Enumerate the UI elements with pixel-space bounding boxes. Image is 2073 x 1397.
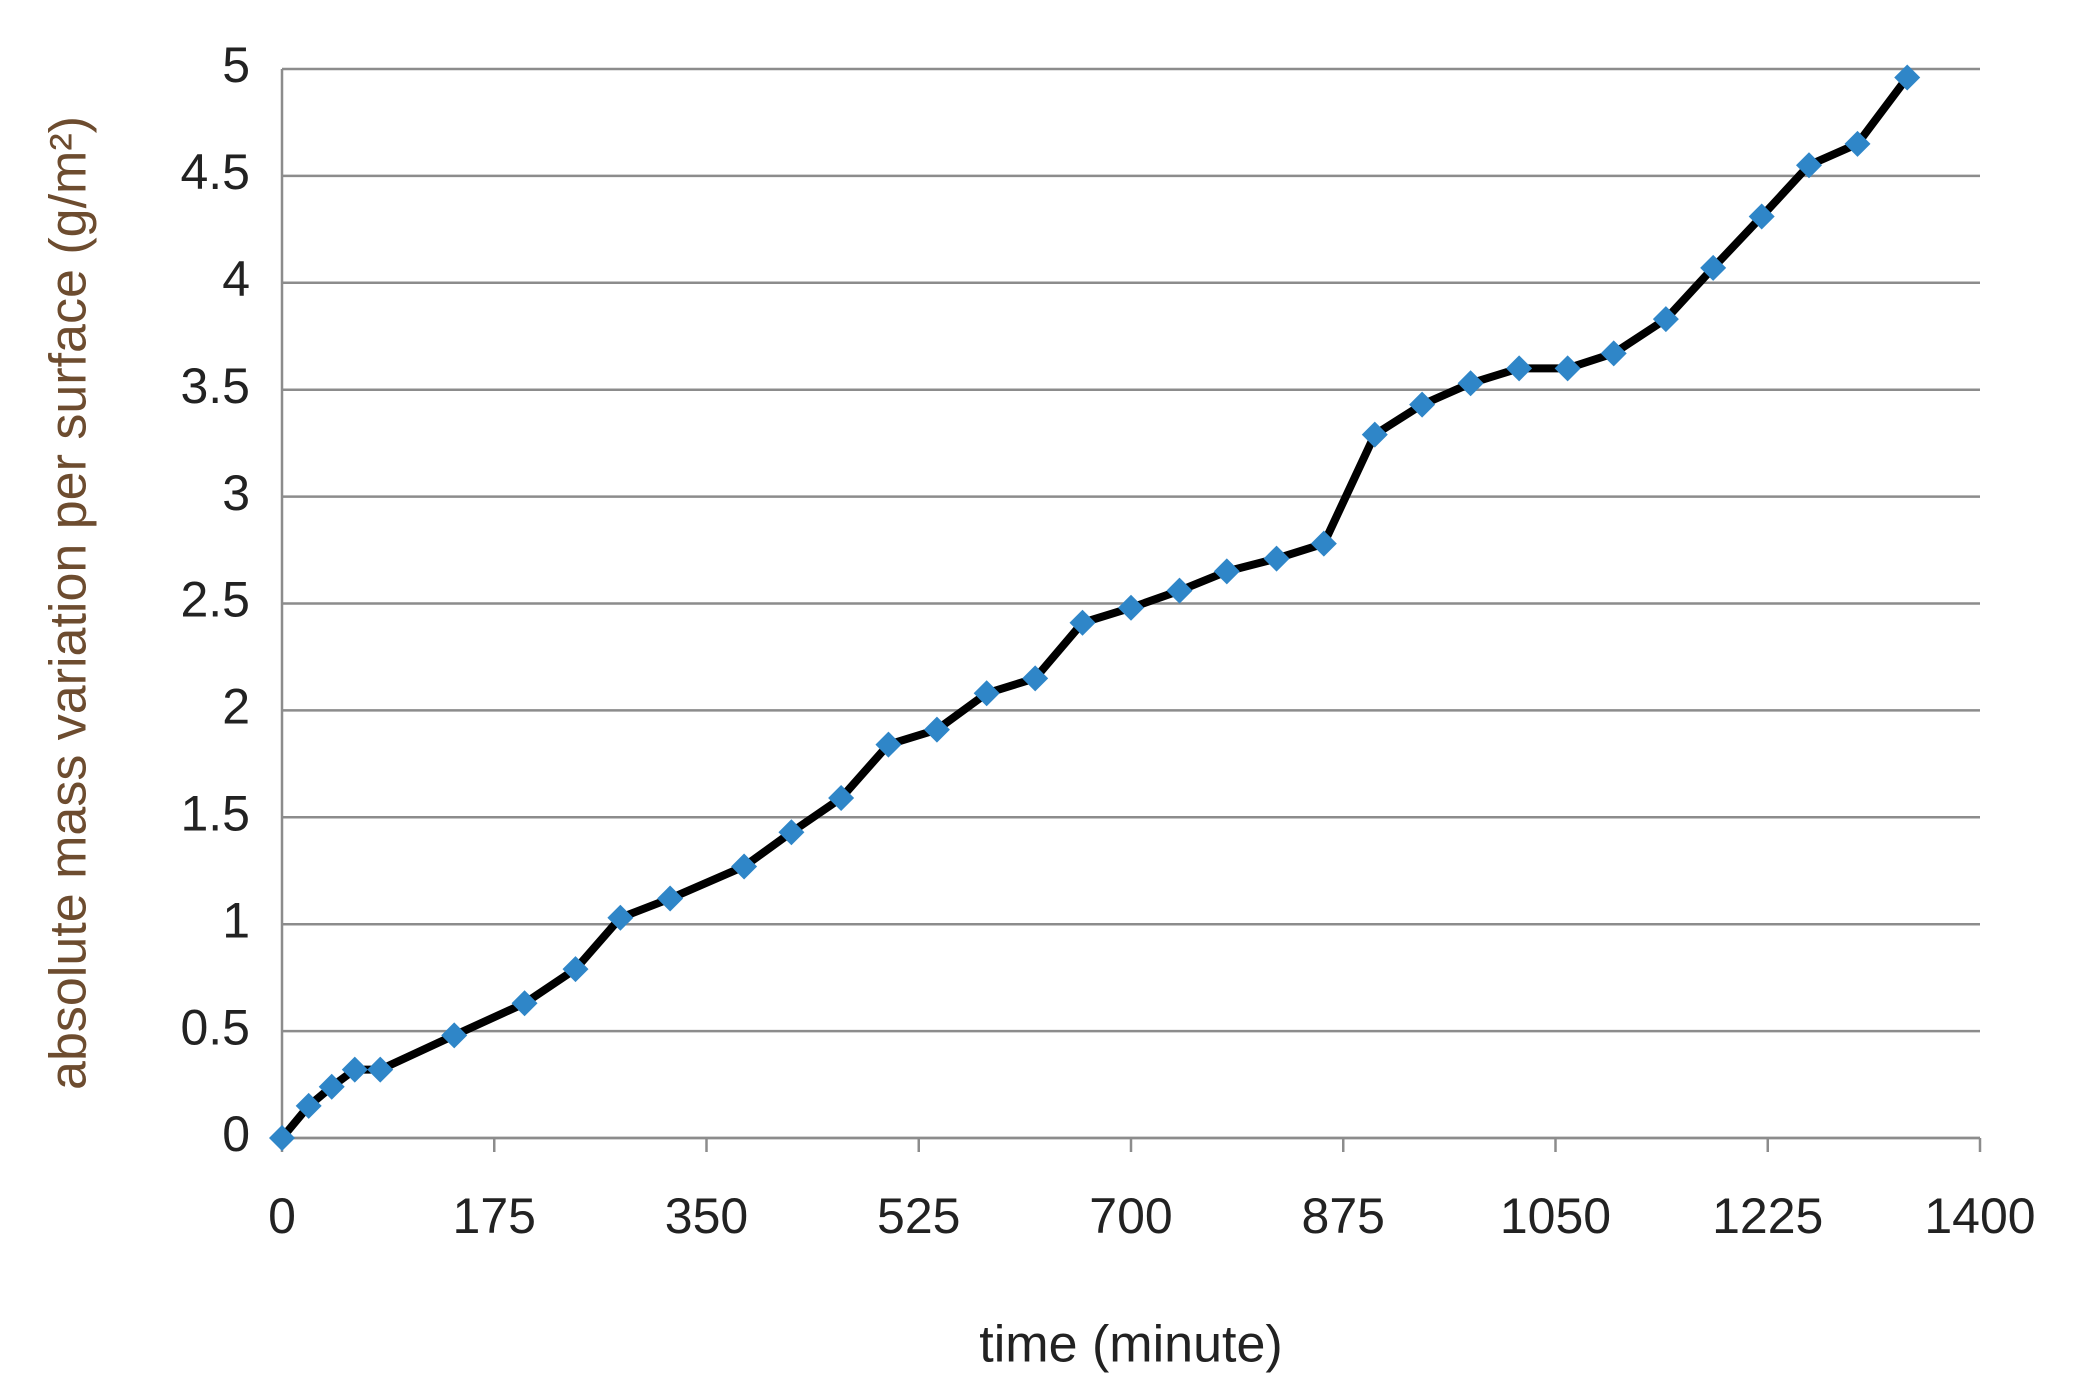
data-marker	[1795, 152, 1822, 179]
x-tick-label: 1225	[1712, 1188, 1823, 1244]
x-tick-label: 700	[1089, 1188, 1172, 1244]
data-marker	[1213, 558, 1240, 585]
data-marker	[1700, 254, 1727, 281]
x-tick-label: 0	[268, 1188, 296, 1244]
x-tick-label: 525	[877, 1188, 960, 1244]
data-marker	[875, 731, 902, 758]
data-marker	[973, 680, 1000, 707]
data-marker	[1554, 355, 1581, 382]
data-marker	[828, 785, 855, 812]
y-tick-label: 4	[222, 251, 250, 307]
data-marker	[657, 885, 684, 912]
data-marker	[1022, 665, 1049, 692]
data-marker	[607, 904, 634, 931]
data-marker	[923, 716, 950, 743]
data-marker	[295, 1092, 322, 1119]
x-tick-label: 350	[665, 1188, 748, 1244]
data-marker	[1600, 340, 1627, 367]
data-marker	[1069, 609, 1096, 636]
data-marker	[1506, 355, 1533, 382]
y-tick-label: 5	[222, 37, 250, 93]
data-marker	[1310, 530, 1337, 557]
data-line	[278, 75, 1911, 1141]
data-marker	[1409, 391, 1436, 418]
y-tick-label: 0.5	[180, 999, 250, 1055]
y-axis-title: absolute mass variation per surface (g/m…	[40, 116, 98, 1090]
data-marker	[341, 1056, 368, 1083]
data-marker	[562, 956, 589, 983]
y-tick-label: 0	[222, 1106, 250, 1162]
data-marker	[1118, 594, 1144, 621]
data-marker	[731, 853, 758, 880]
y-tick-label: 2	[222, 679, 250, 735]
data-marker	[441, 1022, 468, 1049]
data-marker	[1894, 64, 1921, 91]
y-tick-label: 1.5	[180, 786, 250, 842]
x-tick-label: 1050	[1500, 1188, 1611, 1244]
y-tick-label: 3.5	[180, 358, 250, 414]
y-tick-label: 3	[222, 465, 250, 521]
data-marker	[1263, 545, 1290, 572]
data-marker	[1748, 203, 1775, 230]
data-marker	[511, 990, 538, 1017]
data-marker	[778, 819, 805, 846]
y-tick-label: 1	[222, 892, 250, 948]
y-tick-label: 2.5	[180, 572, 250, 628]
data-marker	[1457, 370, 1484, 397]
data-marker	[1652, 306, 1679, 333]
data-marker	[269, 1125, 295, 1151]
data-marker	[318, 1073, 345, 1100]
data-marker	[1361, 421, 1388, 448]
y-tick-label: 4.5	[180, 144, 250, 200]
x-axis-title: time (minute)	[979, 1316, 1282, 1374]
x-tick-label: 175	[453, 1188, 536, 1244]
data-marker	[367, 1056, 394, 1083]
x-tick-label: 875	[1302, 1188, 1385, 1244]
data-marker	[1844, 130, 1871, 157]
data-marker	[1166, 577, 1193, 604]
x-tick-label: 1400	[1924, 1188, 2035, 1244]
